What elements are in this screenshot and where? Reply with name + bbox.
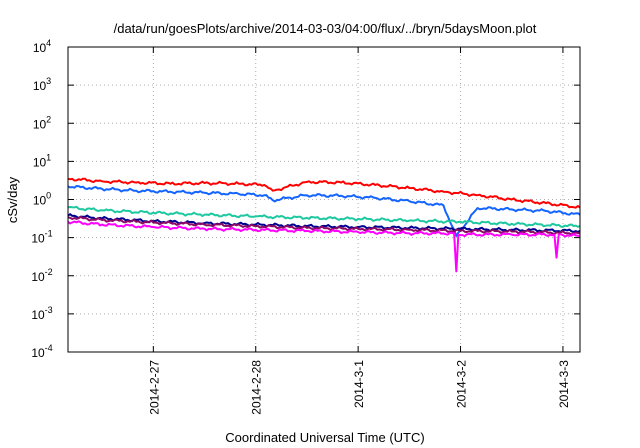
series-layer bbox=[67, 177, 581, 273]
x-tick-label: 2014-2-28 bbox=[250, 360, 264, 415]
y-tick-label: 10-2 bbox=[31, 267, 52, 284]
y-tick-label: 10-4 bbox=[31, 343, 52, 360]
x-axis: 2014-2-27 2014-2-28 2014-3-1 2014-3-2 2014-3… bbox=[147, 47, 571, 415]
x-axis-label: Coordinated Universal Time (UTC) bbox=[225, 430, 424, 445]
y-tick-label: 103 bbox=[33, 76, 51, 93]
y-tick-label: 10-3 bbox=[31, 305, 52, 322]
chart-title: /data/run/goesPlots/archive/2014-03-03/0… bbox=[114, 21, 537, 36]
grid bbox=[68, 47, 580, 352]
x-tick-label: 2014-3-1 bbox=[352, 360, 366, 408]
y-tick-label: 102 bbox=[33, 114, 51, 131]
y-axis-label: cSv/day bbox=[5, 176, 20, 223]
series-line bbox=[67, 185, 581, 237]
y-tick-label: 104 bbox=[33, 38, 51, 55]
x-tick-label: 2014-2-27 bbox=[147, 360, 161, 415]
series-line bbox=[67, 215, 581, 236]
y-tick-label: 10-1 bbox=[31, 229, 52, 246]
series-line bbox=[67, 220, 581, 273]
y-tick-label: 101 bbox=[33, 152, 51, 169]
y-tick-label: 100 bbox=[33, 191, 51, 208]
x-tick-label: 2014-3-2 bbox=[455, 360, 469, 408]
series-line bbox=[67, 205, 581, 228]
series-line bbox=[67, 177, 581, 209]
x-tick-label: 2014-3-3 bbox=[557, 360, 571, 408]
y-axis: 104 103 102 101 100 10-1 10-2 10-3 10-4 bbox=[31, 38, 580, 360]
